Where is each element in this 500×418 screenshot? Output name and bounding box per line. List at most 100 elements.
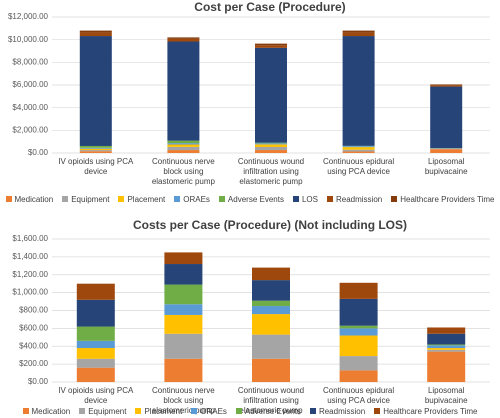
bar-segment xyxy=(342,151,375,153)
x-tick-label: Continuous wound infiltration using elas… xyxy=(237,386,305,415)
y-tick-label: $400.00 xyxy=(19,341,48,350)
legend-label: Placement xyxy=(144,407,183,416)
bar-segment xyxy=(339,298,378,326)
bar-segment xyxy=(79,36,112,146)
bar-segment xyxy=(427,345,466,349)
legend: Medication Equipment Placement ORAEs Adverse… xyxy=(0,195,500,204)
legend-item: ORAEs xyxy=(174,195,210,204)
legend-label: Medication xyxy=(31,407,71,416)
bar-segment xyxy=(167,140,200,144)
bar-segment xyxy=(427,348,466,350)
bar-segment xyxy=(252,306,290,315)
legend-swatch xyxy=(79,408,86,414)
bar-segment xyxy=(76,367,115,382)
legend-label: ORAEs xyxy=(183,195,210,204)
legend-swatch xyxy=(218,196,225,202)
x-tick-label: Continuous wound infiltration using elas… xyxy=(237,157,305,186)
legend-label: Medication xyxy=(14,195,54,204)
bar-segment xyxy=(427,333,466,345)
bar-segment xyxy=(167,38,200,42)
bar-segment xyxy=(167,150,200,153)
legend-item: LOS xyxy=(292,195,318,204)
x-tick-label: Continuous epidural using PCA device xyxy=(323,157,395,176)
bar-segment xyxy=(252,314,290,335)
bar-segment xyxy=(164,252,203,265)
bar-segment xyxy=(164,314,203,334)
bar-segment xyxy=(76,340,115,349)
legend-item: Readmission xyxy=(309,407,366,416)
legend-item: Healthcare Providers Time xyxy=(374,407,477,416)
legend-item: Healthcare Providers Time xyxy=(391,195,494,204)
bar-segment xyxy=(339,325,378,329)
bar-segment xyxy=(255,45,287,48)
legend-item: Equipment xyxy=(62,195,109,204)
bar-segment xyxy=(76,348,115,359)
bar-segment xyxy=(252,358,290,382)
bar-segment xyxy=(252,267,290,281)
bar-segment xyxy=(427,344,466,346)
bar-segment xyxy=(255,150,287,153)
bar-segment xyxy=(252,300,290,307)
bar-segment xyxy=(342,149,375,152)
legend-label: Readmission xyxy=(318,407,366,416)
legend-swatch xyxy=(309,408,316,414)
legend-item: Placement xyxy=(135,407,182,416)
bar-segment xyxy=(255,144,287,147)
bar-segment xyxy=(164,284,203,305)
legend-label: Adverse Events xyxy=(244,407,301,416)
bar-segment xyxy=(76,299,115,327)
bar-segment xyxy=(252,334,290,359)
bar-segment xyxy=(79,30,112,33)
y-tick-label: $1,000.00 xyxy=(12,288,48,297)
y-tick-label: $12,000.00 xyxy=(8,12,49,21)
legend-swatch xyxy=(191,408,198,414)
legend: Medication Equipment Placement ORAEs Adverse… xyxy=(0,407,500,416)
legend-label: Healthcare Providers Time xyxy=(400,195,495,204)
legend-item: Placement xyxy=(118,195,165,204)
bar-segment xyxy=(164,333,203,359)
bar-segment xyxy=(76,358,115,368)
bar-segment xyxy=(167,37,200,39)
bar-segment xyxy=(255,146,287,151)
bar-segment xyxy=(427,351,466,382)
legend-swatch xyxy=(22,408,29,414)
bar-segment xyxy=(342,36,375,146)
x-tick-label: Continuous epidural using PCA device xyxy=(323,386,395,405)
bar-segment xyxy=(79,148,112,151)
bar-segment xyxy=(164,264,203,285)
legend-label: Readmission xyxy=(335,195,383,204)
bar-segment xyxy=(167,41,200,141)
legend-item: Equipment xyxy=(79,407,126,416)
bar-segment xyxy=(430,149,463,153)
legend-item: Medication xyxy=(5,195,54,204)
bar-segment xyxy=(76,326,115,341)
x-tick-label: Liposomal bupivacaine xyxy=(424,386,468,405)
bar-segment xyxy=(339,335,378,357)
legend-label: ORAEs xyxy=(200,407,227,416)
y-tick-label: $0.00 xyxy=(28,148,49,157)
legend-swatch xyxy=(174,196,181,202)
y-tick-label: $8,000.00 xyxy=(12,57,48,66)
legend-item: Adverse Events xyxy=(235,407,301,416)
bar-segment xyxy=(252,280,290,301)
legend-swatch xyxy=(292,196,299,202)
bar-segment xyxy=(342,147,375,150)
legend-swatch xyxy=(135,408,142,414)
bar-segment xyxy=(427,349,466,352)
bar-segment xyxy=(339,370,378,382)
bar-segment xyxy=(339,282,378,299)
legend-label: Equipment xyxy=(88,407,127,416)
chart-title: Costs per Case (Procedure) (Not includin… xyxy=(133,218,407,232)
legend-label: Adverse Events xyxy=(227,195,284,204)
bar-segment xyxy=(339,356,378,371)
y-tick-label: $6,000.00 xyxy=(12,80,48,89)
y-tick-label: $0.00 xyxy=(28,377,49,386)
bar-segment xyxy=(167,143,200,145)
bar-segment xyxy=(430,85,463,87)
bar-segment xyxy=(76,283,115,300)
y-tick-label: $600.00 xyxy=(19,323,48,332)
y-tick-label: $10,000.00 xyxy=(8,35,49,44)
y-tick-label: $4,000.00 xyxy=(12,103,48,112)
legend-swatch xyxy=(374,408,381,414)
bar-segment xyxy=(339,328,378,336)
